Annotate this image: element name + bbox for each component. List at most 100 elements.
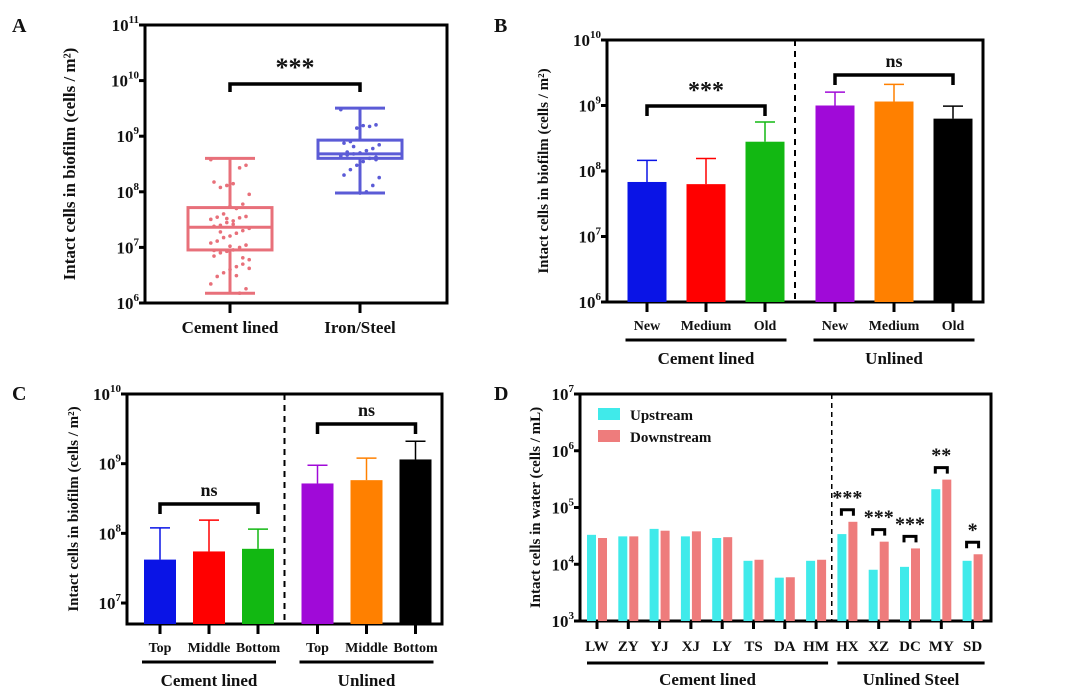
x-tick-label: SD <box>963 639 982 655</box>
data-point <box>209 217 213 222</box>
data-point <box>345 150 350 154</box>
data-point <box>237 216 242 220</box>
data-point <box>364 148 369 153</box>
significance-label: ns <box>885 51 902 71</box>
y-tick-label: 108 <box>117 181 140 202</box>
legend-label: Downstream <box>630 430 712 446</box>
data-point <box>228 234 232 238</box>
x-tick-label: ZY <box>618 639 639 655</box>
significance-bracket <box>871 528 887 536</box>
data-point <box>241 202 245 206</box>
data-point <box>364 190 369 194</box>
data-point <box>348 167 353 172</box>
significance-bracket <box>833 73 955 85</box>
significance-label: * <box>968 519 978 541</box>
significance-label: *** <box>895 513 925 535</box>
significance-label: ** <box>931 445 951 467</box>
panel-a: 106 107 108 109 1010 1011 Intact cells in biof… <box>60 14 449 337</box>
bar-upstream <box>587 534 596 621</box>
x-tick-label: Cement lined <box>182 318 279 337</box>
bar-upstream <box>806 560 816 621</box>
significance-label: *** <box>688 78 724 104</box>
y-tick-label: 1010 <box>573 29 602 50</box>
y-tick-label: 109 <box>117 125 140 146</box>
x-tick-label: XZ <box>868 639 889 655</box>
x-tick-label: Medium <box>681 319 732 334</box>
data-point <box>231 222 235 227</box>
bar-downstream <box>629 536 639 621</box>
bar <box>745 141 785 302</box>
plot-frame <box>578 392 993 623</box>
data-point <box>215 239 219 243</box>
x-tick-label: LW <box>585 639 609 655</box>
x-tick-label: Old <box>942 319 965 334</box>
bar-upstream <box>868 569 878 621</box>
y-tick-label: 109 <box>579 95 602 116</box>
x-tick-label: New <box>634 319 661 334</box>
bar <box>815 105 855 302</box>
data-point <box>218 185 223 190</box>
y-tick-label: 106 <box>552 440 575 461</box>
y-tick-label: 107 <box>552 383 575 404</box>
data-point <box>247 226 251 231</box>
y-tick-label: 108 <box>99 522 122 543</box>
data-point <box>377 143 382 147</box>
x-tick-label: New <box>822 319 849 334</box>
data-point <box>221 212 226 216</box>
data-point <box>371 146 375 151</box>
x-tick-label: HX <box>836 639 859 655</box>
data-point <box>244 163 248 168</box>
y-tick-label: 108 <box>579 160 602 181</box>
x-tick-label: Top <box>306 641 329 656</box>
significance-bracket <box>965 540 981 549</box>
bar-upstream <box>931 489 941 621</box>
y-tick-label: 109 <box>99 453 122 474</box>
data-point <box>355 126 359 130</box>
panel-label-c: C <box>12 383 26 405</box>
group-label: Cement lined <box>659 670 756 689</box>
significance-bracket <box>839 508 855 516</box>
bar <box>874 101 914 302</box>
y-tick-label: 107 <box>99 592 122 613</box>
bar-downstream <box>817 559 827 621</box>
y-axis-label: Intact cells in biofilm (cells / m²) <box>66 406 82 611</box>
significance-label: *** <box>832 487 862 509</box>
data-point <box>358 191 362 195</box>
data-point <box>231 219 235 223</box>
group-label: Cement lined <box>161 671 258 690</box>
panel-label-d: D <box>494 383 508 405</box>
data-point <box>342 141 346 145</box>
data-point <box>247 192 251 197</box>
bar-upstream <box>743 560 753 621</box>
panel-label-b: B <box>494 15 507 37</box>
bar <box>144 559 176 624</box>
data-point <box>228 204 232 209</box>
data-point <box>218 250 223 255</box>
data-point <box>367 124 372 129</box>
bar-downstream <box>785 577 795 621</box>
bar <box>627 181 667 302</box>
data-point <box>228 244 232 249</box>
bar-downstream <box>942 479 952 621</box>
data-point <box>212 180 216 184</box>
data-point <box>241 228 245 233</box>
data-point <box>209 282 213 286</box>
y-tick-label: 107 <box>579 226 602 247</box>
bar-downstream <box>973 554 983 621</box>
bar-downstream <box>660 530 670 621</box>
data-point <box>228 267 232 272</box>
x-tick-label: Medium <box>869 319 920 334</box>
data-point <box>241 262 245 266</box>
data-point <box>374 123 378 127</box>
legend-swatch <box>598 408 620 420</box>
y-tick-label: 105 <box>552 497 575 518</box>
significance-bracket <box>158 502 260 514</box>
data-point <box>234 264 239 269</box>
y-tick-label: 106 <box>117 292 140 313</box>
bar-upstream <box>900 566 909 621</box>
data-point <box>241 256 245 260</box>
x-tick-label: XJ <box>682 639 701 655</box>
significance-bracket <box>228 82 362 92</box>
bar-upstream <box>774 577 784 621</box>
data-point <box>221 235 226 240</box>
